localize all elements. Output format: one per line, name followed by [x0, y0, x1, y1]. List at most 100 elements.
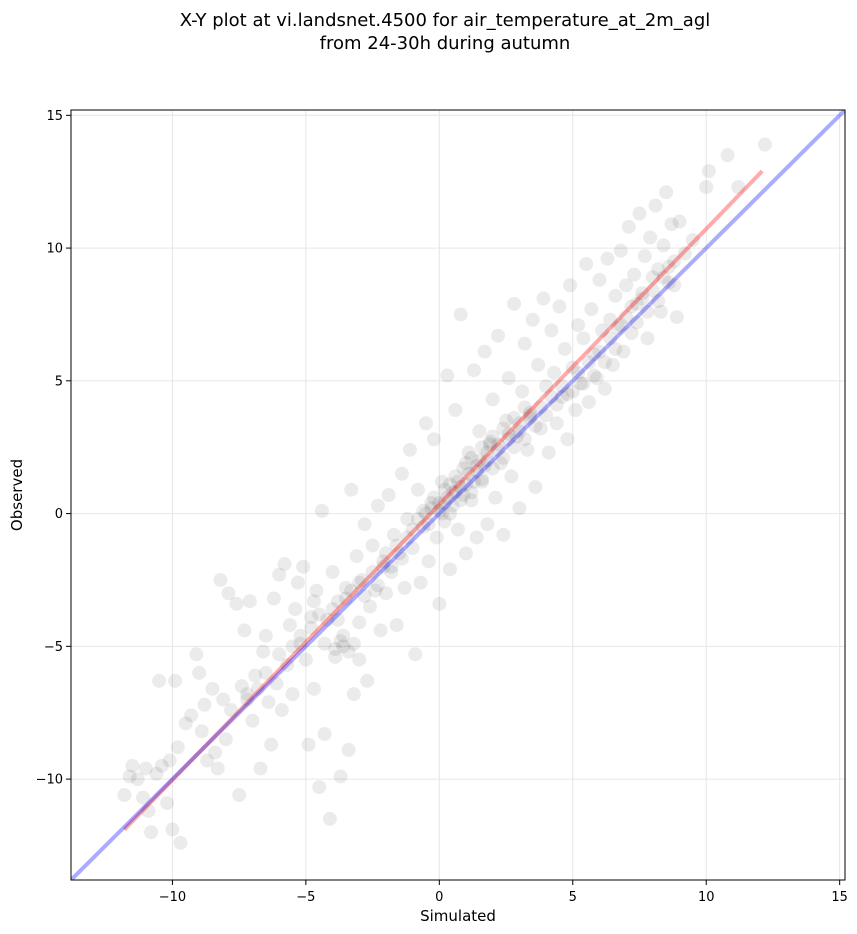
data-point-287 [576, 376, 591, 391]
data-point-293 [608, 341, 623, 356]
data-point-38 [245, 713, 260, 728]
data-point-278 [330, 612, 345, 627]
data-point-298 [635, 291, 650, 306]
data-point-98 [408, 647, 423, 662]
data-point-239 [426, 490, 441, 505]
data-point-99 [410, 482, 425, 497]
data-point-46 [269, 676, 284, 691]
data-point-248 [475, 472, 490, 487]
data-point-4 [136, 790, 151, 805]
data-point-58 [301, 737, 316, 752]
data-point-138 [515, 384, 530, 399]
data-point-44 [264, 737, 279, 752]
data-point-191 [656, 238, 671, 253]
data-point-60 [306, 681, 321, 696]
data-point-20 [192, 665, 207, 680]
data-point-259 [533, 400, 548, 415]
data-point-241 [437, 495, 452, 510]
data-point-252 [496, 450, 511, 465]
data-point-9 [152, 673, 167, 688]
data-point-288 [581, 355, 596, 370]
data-point-61 [309, 583, 324, 598]
data-point-84 [370, 498, 385, 513]
data-point-144 [531, 357, 546, 372]
data-point-274 [357, 588, 372, 603]
data-point-57 [298, 652, 313, 667]
data-point-201 [701, 164, 716, 179]
data-point-173 [608, 288, 623, 303]
data-point-28 [216, 692, 231, 707]
data-point-162 [579, 257, 594, 271]
data-point-65 [320, 612, 335, 627]
data-point-17 [178, 716, 193, 731]
data-point-202 [720, 148, 735, 163]
data-point-108 [434, 474, 449, 489]
data-point-80 [360, 673, 375, 688]
data-point-209 [442, 477, 457, 492]
data-point-243 [448, 485, 463, 500]
data-point-2 [125, 758, 140, 773]
data-point-143 [528, 480, 543, 495]
data-point-81 [362, 599, 377, 614]
data-point-75 [346, 687, 361, 702]
data-point-310 [293, 628, 308, 643]
data-point-267 [389, 538, 404, 553]
data-point-90 [386, 527, 401, 542]
data-point-24 [205, 681, 220, 696]
data-point-263 [555, 379, 570, 394]
y-axis-ticks: −10 −5 0 5 10 15 [36, 109, 71, 788]
data-point-71 [336, 628, 351, 643]
data-point-1 [122, 769, 137, 784]
data-point-233 [477, 458, 492, 473]
x-tick-label-3: 5 [569, 890, 577, 905]
data-point-254 [507, 440, 522, 455]
data-point-260 [539, 408, 554, 423]
data-point-255 [512, 424, 527, 439]
data-point-15 [170, 740, 185, 755]
data-point-27 [213, 572, 228, 587]
data-point-183 [635, 286, 650, 301]
data-point-262 [549, 397, 564, 412]
data-point-130 [493, 456, 508, 471]
data-point-55 [293, 636, 308, 651]
data-point-309 [285, 639, 300, 654]
data-point-213 [464, 450, 479, 465]
data-point-67 [325, 565, 340, 579]
reference-lines [71, 110, 845, 880]
data-point-36 [240, 687, 255, 702]
data-point-240 [432, 503, 447, 518]
y-tick-label-1: −5 [44, 640, 63, 655]
data-point-308 [272, 647, 287, 662]
x-axis-label: Simulated [420, 907, 496, 925]
data-point-229 [456, 488, 471, 502]
data-point-113 [448, 403, 463, 418]
data-point-76 [349, 549, 364, 564]
data-point-121 [469, 530, 484, 545]
data-point-253 [501, 432, 516, 447]
data-point-313 [317, 636, 332, 651]
grid-lines [71, 110, 845, 880]
data-point-45 [266, 591, 281, 606]
data-point-87 [378, 586, 393, 601]
data-point-33 [232, 788, 247, 803]
data-point-94 [397, 580, 412, 595]
data-point-79 [357, 517, 372, 532]
data-point-211 [453, 480, 468, 495]
data-point-133 [501, 371, 516, 386]
data-point-23 [200, 753, 215, 768]
data-point-247 [469, 458, 484, 473]
data-point-217 [485, 429, 500, 444]
data-point-290 [592, 344, 607, 359]
data-point-171 [603, 312, 618, 327]
data-point-257 [523, 411, 538, 425]
data-point-148 [541, 445, 556, 460]
data-point-242 [442, 506, 457, 521]
data-point-119 [464, 493, 479, 508]
data-point-132 [499, 413, 514, 428]
data-point-256 [517, 432, 532, 447]
data-point-284 [328, 642, 343, 656]
data-point-91 [389, 618, 404, 633]
data-point-64 [317, 726, 332, 741]
data-point-112 [445, 485, 460, 500]
data-point-135 [507, 296, 522, 311]
